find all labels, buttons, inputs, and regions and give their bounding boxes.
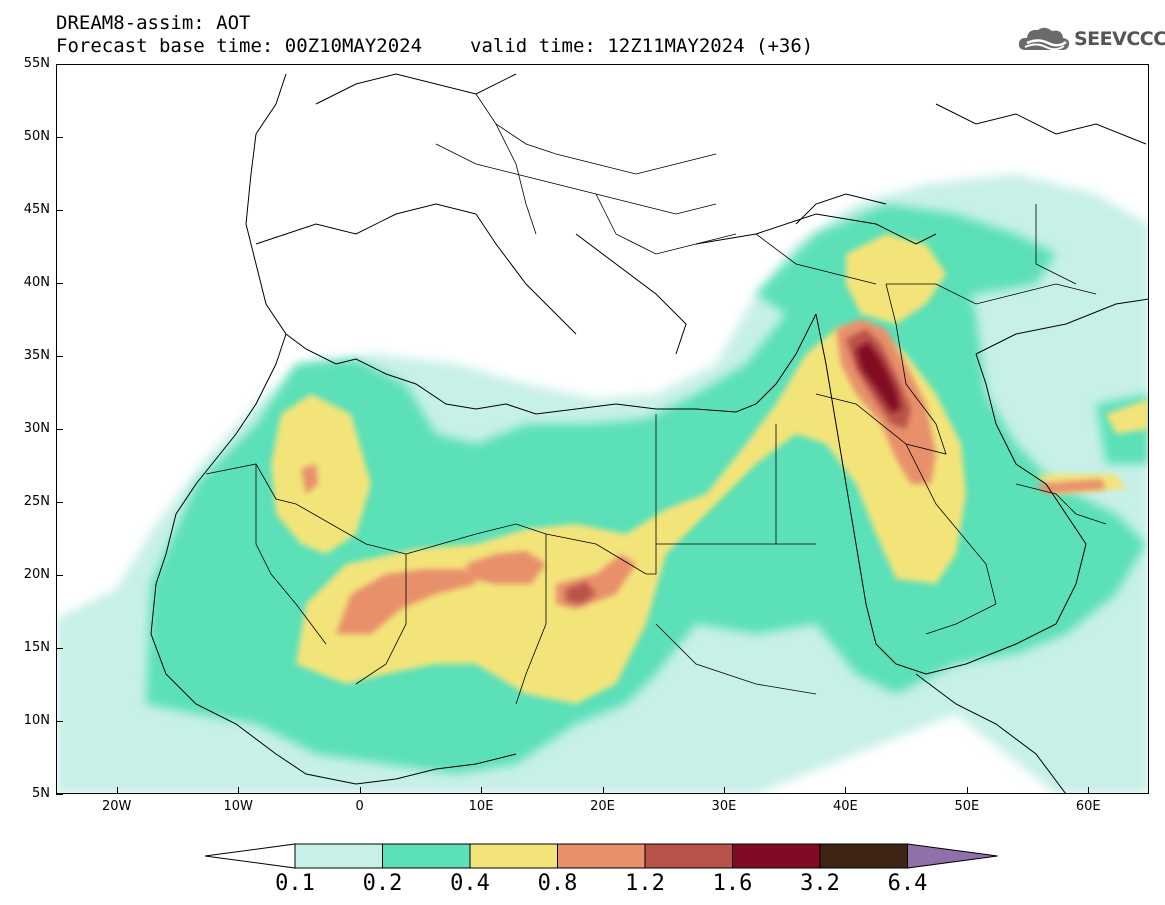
lat-tick: [56, 283, 63, 284]
lat-tick-label: 50N: [23, 129, 50, 144]
colorbar-swatch: [819, 843, 908, 869]
colorbar-level-label: 0.4: [450, 871, 490, 896]
lon-tick: [845, 787, 847, 794]
colorbar-level-label: 1.6: [712, 871, 753, 896]
lat-tick: [56, 794, 63, 795]
lat-tick: [56, 575, 63, 576]
base-time: Forecast base time: 00Z10MAY2024: [56, 35, 423, 57]
colorbar-level-label: 0.2: [362, 871, 403, 896]
lat-tick: [56, 137, 63, 138]
aot-level-1-6: [856, 342, 901, 412]
lat-tick-label: 45N: [23, 202, 50, 217]
colorbar-level-label: 0.8: [537, 871, 578, 896]
colorbar-swatch: [382, 843, 471, 869]
lon-tick-label: 40E: [832, 799, 858, 814]
lon-tick: [966, 787, 968, 794]
colorbar-swatch: [294, 843, 383, 869]
lat-tick: [56, 210, 63, 211]
lat-tick: [56, 721, 63, 722]
lon-tick: [723, 787, 725, 794]
country-borders: [205, 93, 1107, 705]
lon-tick-label: 20W: [102, 799, 132, 814]
colorbar-swatch: [469, 843, 558, 869]
seevccc-logo: SEEVCCC: [1018, 26, 1165, 52]
colorbar-level-label: 0.1: [275, 871, 315, 896]
aot-map: [56, 64, 1149, 794]
colorbar-swatch: [557, 843, 646, 869]
lat-tick-label: 20N: [23, 567, 50, 582]
valid-time: valid time: 12Z11MAY2024 (+36): [470, 35, 814, 57]
lat-tick: [56, 356, 63, 357]
lon-tick: [116, 787, 118, 794]
lat-tick-label: 55N: [23, 56, 50, 71]
logo-text: SEEVCCC: [1074, 28, 1165, 50]
lon-tick: [238, 787, 240, 794]
lon-tick-label: 50E: [954, 799, 980, 814]
lat-tick: [56, 429, 63, 430]
lat-tick-label: 35N: [23, 348, 50, 363]
lat-tick: [56, 502, 63, 503]
lat-tick-label: 10N: [23, 713, 50, 728]
lon-tick-label: 20E: [590, 799, 615, 814]
aot-colorbar: [205, 843, 998, 869]
lat-tick-label: 40N: [23, 275, 50, 290]
lat-tick: [56, 648, 63, 649]
map-title: DREAM8-assim: AOT: [56, 12, 251, 34]
lon-tick-label: 60E: [1075, 799, 1101, 814]
colorbar-swatch: [732, 843, 821, 869]
lat-tick-label: 25N: [23, 494, 50, 509]
colorbar-level-label: 3.2: [800, 871, 840, 896]
lon-tick: [602, 787, 604, 794]
lat-tick-label: 5N: [32, 786, 50, 801]
colorbar-level-label: 6.4: [887, 871, 928, 896]
lon-tick: [481, 787, 483, 794]
time-info: Forecast base time: 00Z10MAY2024 valid ti…: [56, 35, 813, 57]
lon-tick: [359, 787, 361, 794]
lon-tick-label: 0: [355, 799, 364, 814]
lat-tick: [56, 64, 63, 65]
lon-tick-label: 10E: [468, 799, 494, 814]
lat-tick-label: 15N: [23, 640, 50, 655]
aot-field: [56, 174, 1149, 794]
coastlines: [150, 73, 1149, 794]
colorbar-swatch: [644, 843, 733, 869]
colorbar-over-triangle: [907, 843, 998, 869]
colorbar-level-label: 1.2: [625, 871, 665, 896]
lat-tick-label: 30N: [23, 421, 50, 436]
lon-tick: [1088, 787, 1090, 794]
lon-tick-label: 10W: [223, 799, 253, 814]
lon-tick-label: 30E: [711, 799, 737, 814]
cloud-icon: [1018, 27, 1070, 51]
colorbar-under-triangle: [205, 843, 296, 869]
